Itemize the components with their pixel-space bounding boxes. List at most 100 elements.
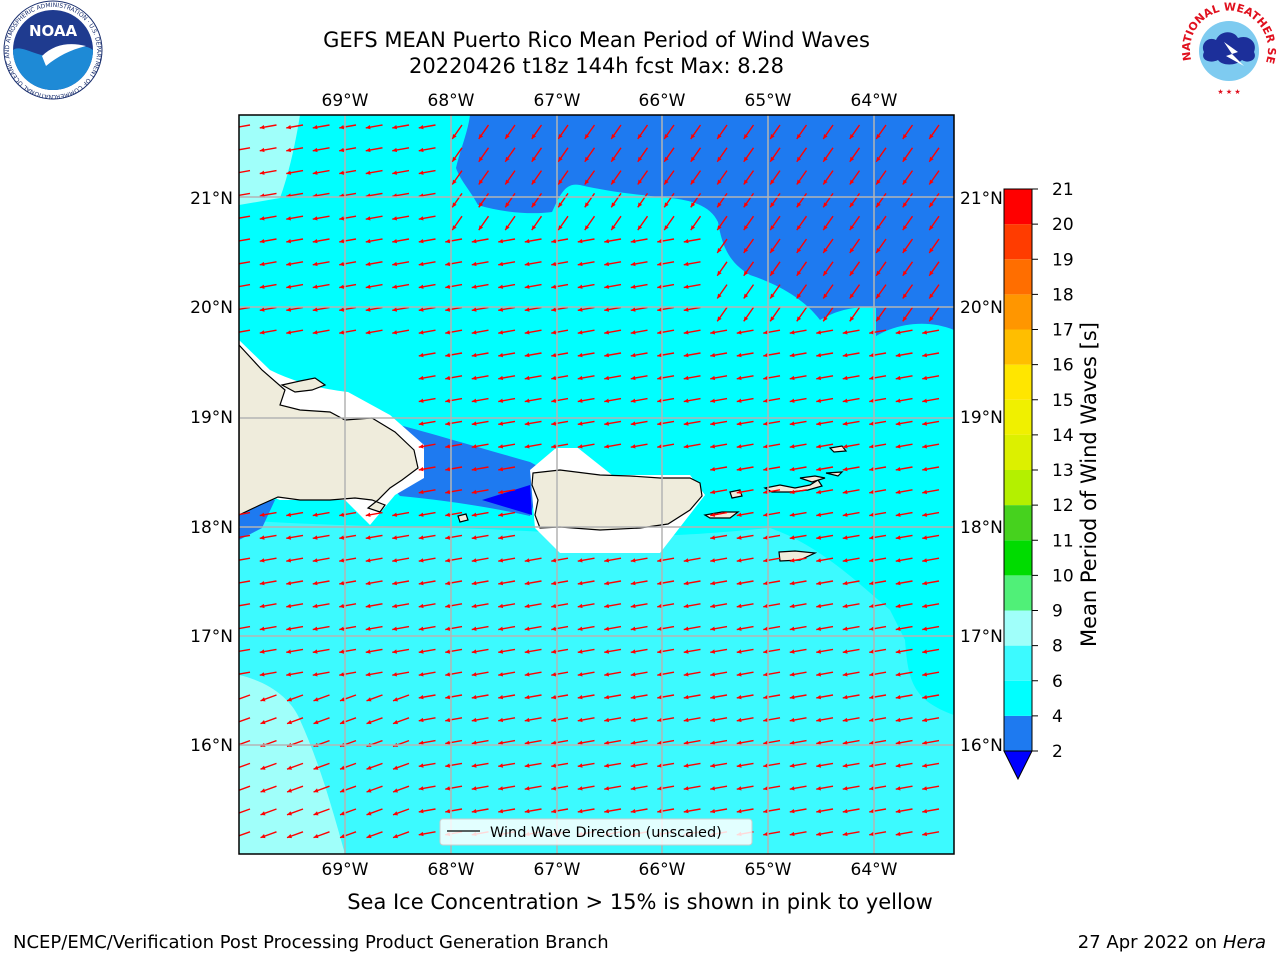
wave-arrow-head (312, 672, 318, 677)
wave-arrow (239, 534, 251, 539)
lon-label: 64°W (851, 91, 898, 111)
wave-arrow-head (922, 831, 928, 837)
wave-arrow-head (922, 603, 928, 609)
nws-logo: NATIONAL WEATHER SERVICE ★ ★ ★ (1178, 0, 1278, 96)
wave-arrow-head (789, 763, 795, 768)
colorbar-band (1004, 505, 1032, 541)
colorbar-tick-label: 12 (1052, 496, 1074, 516)
wave-arrow-head (902, 316, 908, 322)
wave-arrow-head (551, 763, 557, 768)
wave-arrow-head (816, 489, 822, 495)
wave-arrow-head (418, 375, 424, 381)
wave-arrow (239, 557, 251, 561)
wave-arrow-head (823, 202, 828, 208)
wave-arrow-head (452, 133, 457, 139)
colorbar-tick-label: 8 (1052, 637, 1063, 657)
wave-arrow-head (922, 672, 928, 677)
wave-arrow-head (657, 740, 663, 745)
wave-arrow-head (736, 489, 742, 495)
wave-arrow-head (630, 307, 636, 312)
wave-arrow-head (577, 398, 583, 403)
colorbar-band (1004, 189, 1032, 225)
wave-arrow-head (452, 156, 457, 162)
wave-arrow-head (471, 239, 477, 244)
wave-arrow-head (531, 202, 537, 208)
wave-arrow-head (929, 316, 934, 322)
lon-labels-bottom: 69°W 68°W 67°W 66°W 65°W 64°W (322, 860, 898, 880)
wave-arrow-head (869, 626, 875, 631)
wave-arrow-head (392, 581, 398, 586)
colorbar-band (1004, 575, 1032, 611)
wave-arrow-head (789, 672, 795, 677)
wave-arrow-head (842, 398, 848, 403)
wave-arrow-head (524, 763, 530, 768)
colorbar-tick-label: 2 (1052, 742, 1063, 762)
wave-arrow-head (551, 672, 557, 677)
wave-arrow-head (233, 193, 238, 197)
wave-arrow-head (710, 603, 716, 609)
wave-arrow-head (471, 398, 477, 403)
wave-arrow-head (657, 763, 663, 768)
wave-arrow-head (498, 740, 504, 745)
wave-arrow-head (478, 133, 484, 139)
wave-arrow-head (418, 740, 424, 745)
wave-arrow-head (392, 512, 398, 517)
wave-arrow-head (577, 740, 583, 745)
wave-arrow-head (312, 649, 318, 654)
footer-host: Hera (1222, 932, 1266, 953)
wave-arrow-head (551, 284, 557, 289)
wave-arrow-head (558, 156, 563, 162)
wave-arrow-head (392, 626, 398, 631)
wave-arrow-head (657, 695, 663, 700)
wave-arrow-head (445, 284, 451, 289)
wave-arrow-head (313, 811, 319, 816)
wave-arrow-head (789, 398, 795, 403)
wave-arrow-head (929, 179, 934, 185)
wave-arrow-head (452, 202, 457, 208)
wave-arrow-head (233, 307, 238, 311)
wave-arrow-head (842, 649, 848, 654)
wave-arrow-head (736, 649, 742, 654)
wave-arrow-head (869, 489, 875, 495)
wave-arrow-head (630, 786, 636, 791)
colorbar-tick-label: 16 (1052, 356, 1074, 376)
wave-arrow-head (736, 695, 742, 700)
wave-arrow-head (445, 353, 451, 358)
wave-arrow-head (418, 672, 424, 677)
graticule (239, 115, 954, 854)
wave-arrow (239, 169, 251, 174)
lon-label: 68°W (428, 860, 475, 880)
wave-arrow-head (471, 603, 477, 609)
wave-arrow-head (929, 247, 934, 253)
wave-arrow-head (895, 763, 901, 768)
lat-label: 18°N (190, 518, 233, 538)
wave-arrow-head (736, 626, 742, 631)
wave-arrow-head (577, 307, 583, 312)
wave-arrow-head (339, 626, 345, 631)
wave-arrow-head (736, 375, 742, 381)
wave-arrow-head (471, 672, 477, 677)
wave-arrow-head (286, 581, 292, 586)
wave-arrow-head (710, 581, 716, 586)
wave-arrow-head (763, 330, 769, 335)
wave-arrow-head (789, 717, 795, 723)
wave-arrow (239, 261, 251, 265)
wave-arrow-head (418, 421, 424, 426)
wave-arrow-head (630, 444, 636, 449)
wave-arrow-head (392, 649, 398, 654)
wave-arrow-head (339, 284, 345, 289)
wave-arrow-head (339, 581, 345, 586)
wave-arrow-head (816, 809, 822, 814)
wave-arrow-head (657, 239, 663, 244)
wave-arrow-head (498, 649, 504, 654)
wave-arrow-head (445, 467, 451, 472)
wave-arrow-head (796, 156, 802, 162)
wave-arrow-head (471, 695, 477, 700)
wave-arrow-head (524, 809, 530, 814)
wave-arrow (239, 192, 251, 197)
wave-arrow-head (657, 444, 663, 449)
wave-arrow-head (393, 788, 398, 793)
wave-arrow-head (902, 270, 908, 276)
wave-arrow-head (895, 831, 901, 837)
colorbar-band (1004, 645, 1032, 681)
